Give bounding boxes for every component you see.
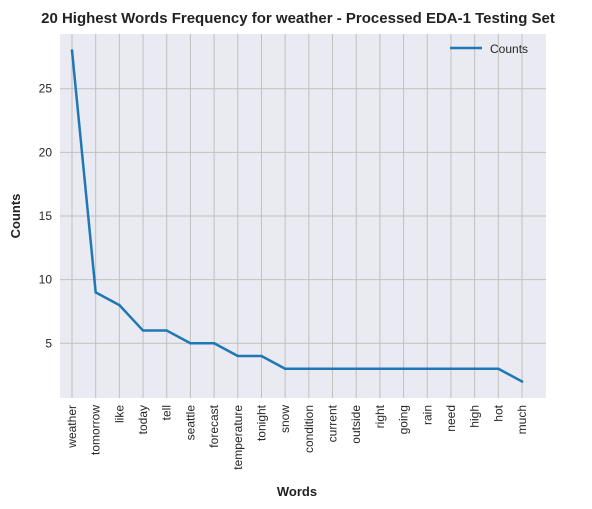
- legend: Counts: [450, 42, 528, 56]
- x-tick-label: snow: [278, 405, 292, 433]
- x-tick-label: current: [326, 404, 340, 442]
- legend-label-counts: Counts: [490, 42, 528, 56]
- data-point: [260, 354, 263, 358]
- x-tick-label: seattle: [183, 405, 197, 441]
- data-point: [426, 367, 429, 370]
- data-point: [118, 303, 121, 307]
- x-tick-label: today: [136, 405, 150, 434]
- chart-title: 20 Highest Words Frequency for weather -…: [41, 10, 555, 27]
- x-tick-label: like: [112, 405, 126, 423]
- x-tick-label: hot: [491, 404, 505, 421]
- data-point: [497, 367, 500, 370]
- data-point: [449, 367, 453, 370]
- data-point: [283, 367, 287, 370]
- y-tick-label: 20: [39, 145, 53, 159]
- data-point: [189, 342, 192, 345]
- data-point: [402, 367, 405, 370]
- data-point: [520, 380, 524, 383]
- x-tick-label: need: [444, 405, 458, 432]
- y-tick-label: 25: [39, 82, 53, 96]
- x-tick-label: condition: [302, 405, 316, 453]
- x-tick-label: rain: [420, 405, 434, 425]
- x-tick-label: much: [515, 405, 529, 434]
- y-axis-label: Counts: [8, 194, 23, 239]
- x-tick-labels: weather tomorrow like today tell seattle forec…: [65, 404, 529, 469]
- y-tick-label: 10: [39, 273, 53, 287]
- x-tick-label: weather: [65, 405, 79, 449]
- data-point: [141, 329, 145, 332]
- data-point: [354, 367, 358, 370]
- x-tick-label: outside: [349, 405, 363, 444]
- data-point: [378, 367, 382, 370]
- data-point: [70, 49, 74, 52]
- y-tick-label: 5: [45, 336, 52, 350]
- series-group: [70, 49, 524, 383]
- data-point: [473, 367, 476, 370]
- series-line-counts: [70, 49, 524, 383]
- data-point: [331, 367, 334, 370]
- data-point: [236, 354, 240, 358]
- data-point: [307, 367, 311, 370]
- y-tick-labels: 5 10 15 20 25: [39, 82, 53, 351]
- x-tick-label: high: [468, 405, 482, 428]
- x-axis-label: Words: [277, 484, 317, 499]
- data-point: [94, 291, 97, 294]
- x-tick-label: tell: [160, 405, 174, 420]
- x-tick-label: right: [373, 404, 387, 428]
- x-tick-label: forecast: [207, 404, 221, 447]
- data-point: [165, 329, 168, 332]
- x-tick-label: tonight: [254, 404, 268, 441]
- x-tick-label: tomorrow: [89, 405, 103, 455]
- grid-lines: [60, 34, 546, 398]
- y-tick-label: 15: [39, 209, 53, 223]
- x-tick-label: temperature: [231, 405, 245, 470]
- data-point: [212, 342, 216, 345]
- x-tick-label: going: [397, 405, 411, 434]
